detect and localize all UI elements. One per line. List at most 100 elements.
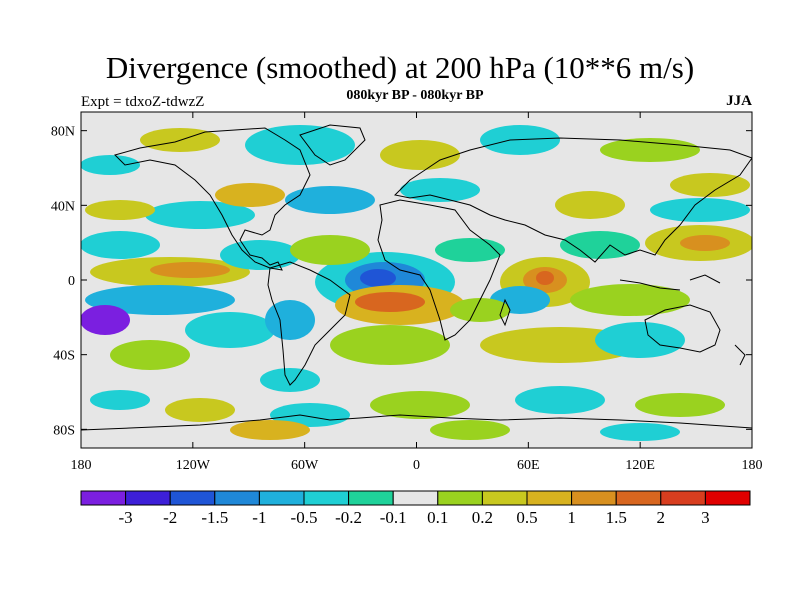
- field-blob: [290, 235, 370, 265]
- colorbar-label: -1.5: [201, 508, 229, 527]
- field-blob: [536, 271, 554, 285]
- map-title: Divergence (smoothed) at 200 hPa (10**6 …: [105, 50, 695, 85]
- coastlines: [81, 124, 752, 431]
- field-blob: [400, 178, 480, 202]
- field-blob: [220, 240, 300, 270]
- coastline-south-america: [267, 261, 351, 386]
- colorbar-swatch: [125, 490, 171, 506]
- field-blob: [81, 231, 160, 259]
- field-blob: [635, 393, 725, 417]
- colorbar-label: -0.5: [290, 508, 318, 527]
- colorbar-label: -2: [163, 508, 178, 527]
- field-blob: [330, 325, 450, 365]
- map-subtitle: 080kyr BP - 080kyr BP: [346, 88, 484, 103]
- colorbar-swatch: [704, 490, 751, 506]
- field-blob: [680, 235, 730, 251]
- axis-ticks: [80, 112, 753, 448]
- field-blob: [570, 284, 690, 316]
- field-blob: [81, 305, 130, 335]
- colorbar-label: -1: [252, 508, 267, 527]
- field-blob: [430, 420, 510, 440]
- colorbar-label: 3: [701, 508, 710, 527]
- colorbar-swatch: [80, 490, 127, 506]
- field-blob: [270, 403, 350, 427]
- field-blob: [185, 312, 275, 348]
- coastline-australia: [644, 304, 721, 353]
- field-blob: [165, 398, 235, 422]
- lat-tick-label: 40N: [51, 199, 75, 214]
- field-blob: [90, 390, 150, 410]
- field-blob: [110, 340, 190, 370]
- lat-tick-label: 0: [68, 274, 75, 289]
- lon-tick-label: 0: [413, 458, 420, 473]
- field-blob: [245, 125, 355, 165]
- season-label: JJA: [726, 93, 752, 109]
- colorbar-swatch: [348, 490, 394, 506]
- coastline-new-zealand: [734, 344, 746, 366]
- field-blob: [380, 140, 460, 170]
- field-blob: [85, 200, 155, 220]
- colorbar-swatch: [481, 490, 528, 506]
- field-blob: [435, 238, 505, 262]
- coastline-antarctica: [81, 414, 752, 431]
- field-blob: [285, 186, 375, 214]
- colorbar-label: 2: [656, 508, 666, 527]
- lon-tick-label: 60W: [291, 458, 319, 473]
- field-blob: [260, 368, 320, 392]
- field-blob: [355, 292, 425, 312]
- lat-tick-label: 80N: [51, 125, 75, 140]
- field-blob: [150, 262, 230, 278]
- colorbar-swatch: [660, 490, 706, 506]
- colorbar-swatch: [437, 490, 483, 506]
- lat-tick-label: 40S: [53, 349, 75, 364]
- field-blob: [81, 155, 140, 175]
- colorbar-label: 1.5: [605, 508, 627, 527]
- colorbar-label: -3: [118, 508, 133, 527]
- field-blob: [370, 391, 470, 419]
- lat-tick-label: 80S: [53, 423, 75, 438]
- lon-tick-label: 180: [742, 458, 763, 473]
- coastline-north-america: [114, 127, 311, 271]
- colorbar: [80, 490, 751, 506]
- field-blob: [600, 138, 700, 162]
- coastline-greenland: [299, 124, 366, 166]
- colorbar-swatch: [214, 490, 260, 506]
- colorbar-label: 0.2: [471, 508, 494, 527]
- colorbar-swatch: [258, 490, 305, 506]
- coastline-madagascar: [499, 298, 511, 327]
- field-blob: [600, 423, 680, 441]
- field-blob: [145, 201, 255, 229]
- colorbar-swatch: [615, 490, 662, 506]
- field-blob: [515, 386, 605, 414]
- field-blob: [595, 322, 685, 358]
- lon-tick-label: 60E: [517, 458, 540, 473]
- field-blob: [215, 183, 285, 207]
- lon-tick-label: 120W: [176, 458, 211, 473]
- field-blobs: [81, 125, 752, 441]
- experiment-label: Expt = tdxoZ-tdwzZ: [81, 94, 205, 110]
- colorbar-label: 0.1: [427, 508, 449, 527]
- field-blob: [85, 285, 235, 315]
- colorbar-label: -0.1: [379, 508, 407, 527]
- field-blob: [650, 198, 750, 222]
- field-layer: [81, 124, 752, 441]
- colorbar-swatch: [169, 490, 216, 506]
- colorbar-swatch: [526, 490, 573, 506]
- coastline-indonesia: [619, 274, 721, 291]
- lon-tick-label: 120E: [625, 458, 655, 473]
- colorbar-swatch: [303, 490, 350, 506]
- colorbar-swatch: [571, 490, 617, 506]
- field-blob: [265, 300, 315, 340]
- field-blob: [450, 298, 510, 322]
- field-blob: [670, 173, 750, 197]
- colorbar-swatch: [392, 490, 439, 506]
- coastline-eurasia: [393, 137, 752, 263]
- field-blob: [555, 191, 625, 219]
- lon-tick-label: 180: [71, 458, 92, 473]
- colorbar-label: -0.2: [335, 508, 363, 527]
- colorbar-label: 0.5: [516, 508, 538, 527]
- field-blob: [230, 420, 310, 440]
- field-blob: [360, 269, 396, 287]
- coastline-africa: [377, 199, 501, 341]
